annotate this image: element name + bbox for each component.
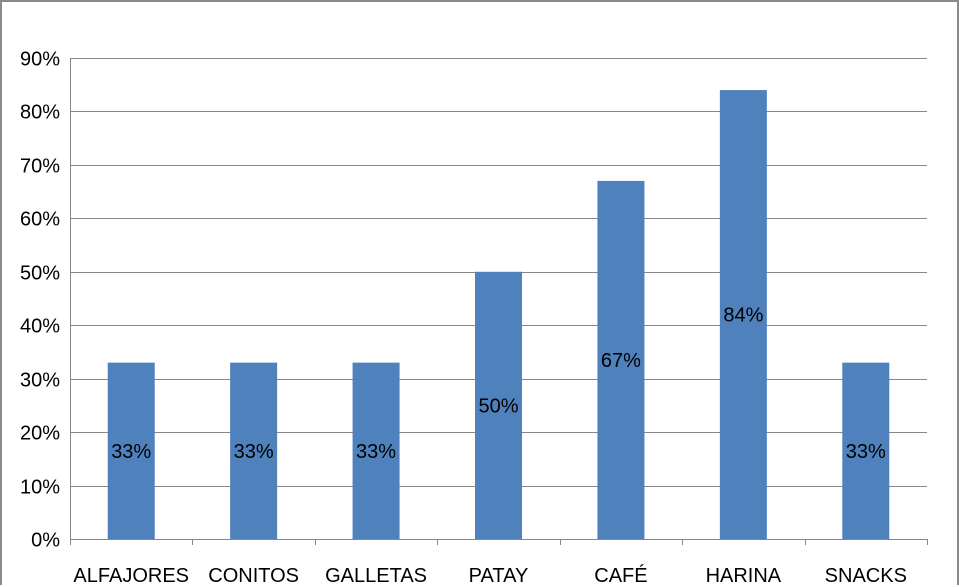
x-axis-tick-labels: ALFAJORES CONITOS GALLETAS PATAY CAFÉ HARINA S… [73, 564, 907, 587]
bar-patay [475, 271, 522, 539]
y-axis-tick-labels: 0% 10% 20% 30% 40% 50% 60% 70% 80% 90% [20, 49, 60, 552]
y-tick-label: 30% [20, 370, 60, 392]
y-tick-label: 70% [20, 156, 60, 178]
data-label: 33% [234, 441, 274, 463]
data-label: 50% [478, 395, 518, 417]
bar-conitos [230, 362, 278, 539]
x-tick-label: PATAY [469, 565, 529, 587]
x-tick-label: CAFÉ [594, 564, 647, 587]
data-labels: 33% 33% 33% 50% 67% 84% 33% [111, 305, 886, 463]
x-tick-label: CONITOS [208, 565, 299, 587]
x-tick-label: ALFAJORES [73, 565, 189, 587]
bars [107, 90, 890, 540]
data-label: 33% [846, 441, 886, 463]
x-tick-label: SNACKS [825, 565, 907, 587]
bar-snacks [842, 362, 890, 539]
bar-caf- [597, 180, 645, 539]
data-label: 33% [356, 441, 396, 463]
data-label: 67% [601, 350, 641, 372]
bar-harina [719, 90, 767, 540]
y-tick-label: 20% [20, 423, 60, 445]
y-tick-label: 60% [20, 209, 60, 231]
bar-alfajores [107, 362, 155, 539]
y-tick-label: 80% [20, 102, 60, 124]
data-label: 84% [723, 305, 763, 327]
data-label: 33% [111, 441, 151, 463]
x-tick-label: HARINA [706, 565, 782, 587]
y-tick-label: 10% [20, 477, 60, 499]
x-tick-label: GALLETAS [325, 565, 427, 587]
y-tick-label: 50% [20, 263, 60, 285]
y-tick-label: 0% [31, 530, 60, 552]
bar-galletas [352, 362, 400, 539]
y-tick-label: 90% [20, 49, 60, 71]
y-tick-label: 40% [20, 316, 60, 338]
